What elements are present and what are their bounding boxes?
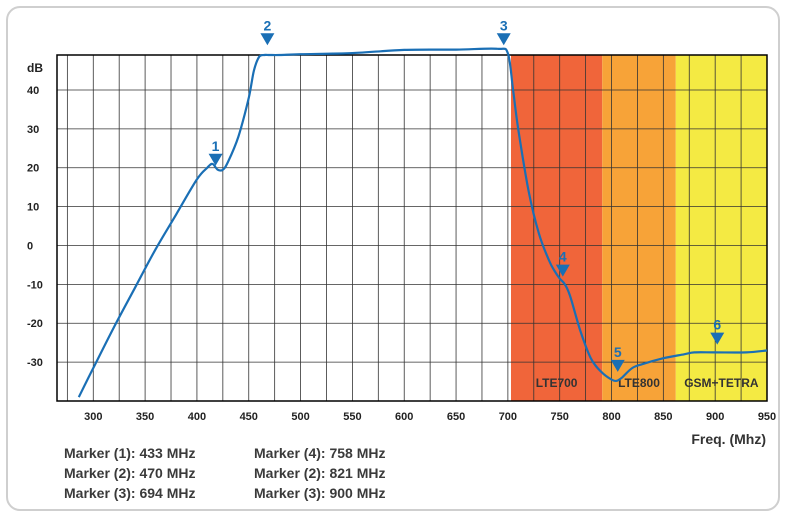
marker-list-item: Marker (2): 470 MHz: [64, 465, 196, 481]
marker-pointer: 4: [555, 249, 570, 277]
x-tick-label: 450: [240, 411, 258, 423]
band-area: [510, 55, 603, 401]
x-tick-label: 300: [84, 411, 102, 423]
marker-list-item: Marker (1): 433 MHz: [64, 445, 196, 461]
y-tick-label: 40: [27, 85, 39, 97]
marker-pointer: 1: [208, 138, 223, 166]
band-label: LTE700: [536, 376, 578, 390]
x-tick-label: 650: [447, 411, 465, 423]
marker-list-item: Marker (3): 694 MHz: [64, 485, 196, 501]
marker-triangle: [496, 33, 511, 46]
marker-number: 6: [713, 317, 721, 333]
marker-triangle: [555, 264, 570, 277]
marker-triangle: [610, 359, 625, 372]
marker-number: 5: [614, 344, 622, 360]
marker-list-item: Marker (2): 821 MHz: [254, 465, 386, 481]
marker-number: 4: [559, 249, 567, 265]
band-label: LTE800: [618, 376, 660, 390]
marker-pointer: 2: [260, 17, 275, 46]
series-lines: [77, 47, 768, 398]
marker-number: 2: [264, 17, 272, 33]
x-tick-label: 350: [136, 411, 154, 423]
x-tick-label: 700: [499, 411, 517, 423]
marker-triangle: [710, 332, 725, 345]
band-area: [675, 55, 767, 401]
x-tick-label: 800: [602, 411, 620, 423]
x-tick-label: 850: [654, 411, 672, 423]
y-tick-label: 20: [27, 163, 39, 175]
plot-area-border: [56, 54, 768, 402]
frequency-bands: LTE700 LTE800 GSM+TETRA: [507, 55, 767, 401]
x-axis-label: Freq. (Mhz): [691, 431, 766, 447]
y-tick-label: -20: [27, 318, 43, 330]
marker-triangle: [208, 153, 223, 166]
marker-list-item: Marker (3): 900 MHz: [254, 485, 386, 501]
marker-number: 1: [212, 138, 220, 154]
marker-pointers: 1 2 3 4 5 6: [208, 17, 725, 372]
marker-triangle: [260, 33, 275, 46]
x-tick-label: 500: [291, 411, 309, 423]
band-label: GSM+TETRA: [684, 376, 759, 390]
x-tick-labels: 300 350 400 450 500 550 600 650 700 750 800 850 900 9…: [84, 411, 776, 423]
marker-pointer: 6: [710, 317, 725, 345]
x-tick-label: 950: [758, 411, 776, 423]
x-tick-label: 400: [188, 411, 206, 423]
marker-pointer: 5: [610, 344, 625, 372]
y-tick-labels: 40 30 20 10 0 -10 -20 -30: [27, 85, 43, 369]
x-tick-label: 900: [706, 411, 724, 423]
x-tick-label: 750: [551, 411, 569, 423]
marker-list: Marker (1): 433 MHz Marker (4): 758 MHz …: [64, 444, 454, 502]
marker-pointer: 3: [496, 17, 511, 46]
series-line: [77, 47, 768, 398]
y-tick-label: 30: [27, 124, 39, 136]
y-axis-label: dB: [27, 61, 43, 75]
marker-number: 3: [500, 17, 508, 33]
x-tick-label: 600: [395, 411, 413, 423]
y-tick-label: -30: [27, 357, 43, 369]
x-tick-label: 550: [343, 411, 361, 423]
y-tick-label: -10: [27, 279, 43, 291]
y-tick-label: 10: [27, 202, 39, 214]
marker-list-item: Marker (4): 758 MHz: [254, 445, 386, 461]
y-tick-label: 0: [27, 240, 33, 252]
